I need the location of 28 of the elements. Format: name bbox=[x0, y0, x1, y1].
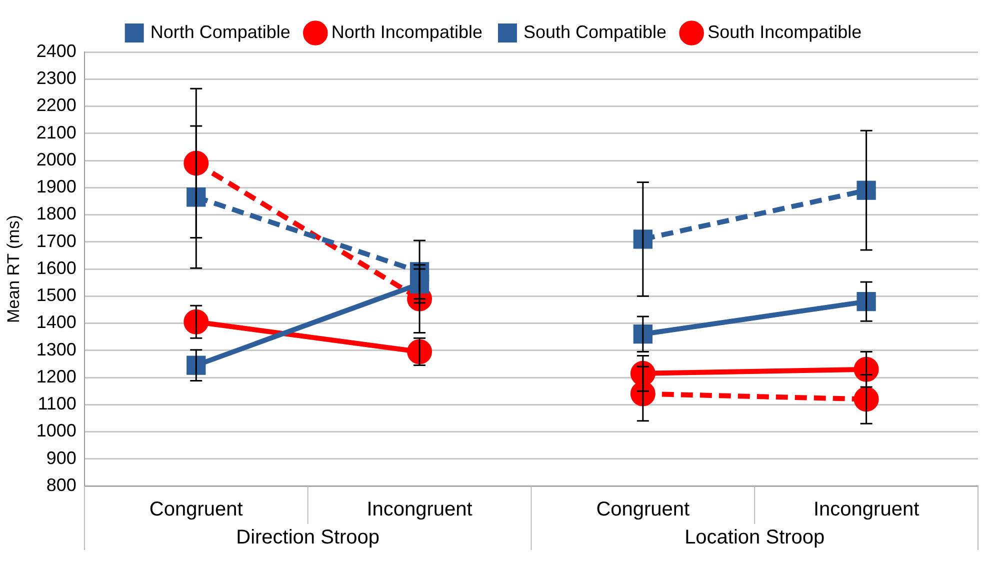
text: Location Stroop bbox=[684, 526, 825, 549]
x-tick-label: Incongruent bbox=[366, 498, 473, 521]
y-tick-label: 1000 bbox=[36, 420, 76, 441]
y-tick-label: 1700 bbox=[36, 230, 76, 251]
y-tick-label: 2200 bbox=[36, 95, 76, 116]
legend-label: South Incompatible bbox=[708, 22, 862, 42]
text: Direction Stroop bbox=[236, 526, 380, 549]
y-tick-label: 800 bbox=[46, 474, 76, 495]
y-tick-label: 1200 bbox=[36, 366, 76, 386]
y-axis-title: Mean RT (ms) bbox=[4, 214, 23, 324]
y-tick-label: 1300 bbox=[36, 339, 76, 360]
y-tick-label: 1500 bbox=[36, 285, 76, 306]
y-tick-label: 900 bbox=[46, 448, 76, 468]
y-tick-label: 1600 bbox=[36, 258, 76, 278]
x-tick-label: Incongruent bbox=[813, 498, 920, 521]
y-tick-label: 2400 bbox=[36, 40, 76, 61]
x-tick-label: Congruent bbox=[596, 498, 690, 521]
y-tick-label: 2100 bbox=[36, 122, 76, 142]
y-tick-label: 1100 bbox=[38, 394, 76, 414]
y-tick-label: 2000 bbox=[36, 149, 76, 170]
y-tick-label: 1400 bbox=[36, 312, 76, 332]
legend-label: South Compatible bbox=[523, 22, 667, 42]
y-tick-label: 1900 bbox=[36, 176, 76, 197]
y-tick-label: 1800 bbox=[36, 204, 76, 224]
legend-label: North Incompatible bbox=[331, 22, 482, 42]
y-tick-label: 2300 bbox=[36, 68, 76, 88]
legend-label: North Compatible bbox=[150, 22, 290, 42]
x-tick-label: Congruent bbox=[149, 498, 244, 521]
